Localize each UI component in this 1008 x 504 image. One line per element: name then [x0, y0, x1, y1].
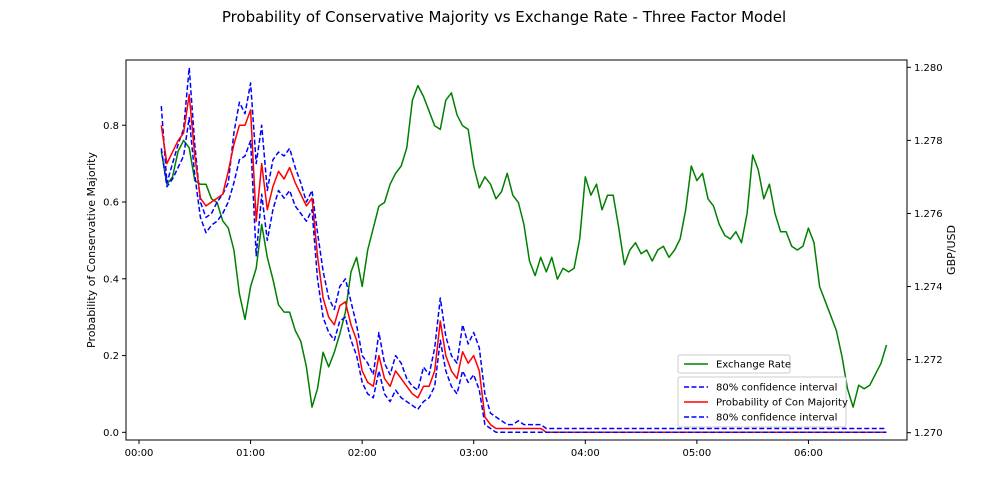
series-line-3: [160, 116, 887, 434]
y-right-tick-label: 1.272: [914, 355, 943, 366]
series-line-0: [160, 84, 888, 408]
y-axis-left-label: Probability of Conservative Majority: [85, 152, 98, 348]
series-layer: [160, 66, 888, 434]
x-tick-label: 04:00: [571, 448, 600, 459]
series-line-1: [160, 66, 887, 430]
x-tick-label: 06:00: [794, 448, 823, 459]
y-right-tick-label: 1.276: [914, 209, 943, 220]
legend-exchange-rate: Exchange Rate: [677, 354, 791, 374]
y-axis-right: 1.270 1.272 1.274 1.276 1.278 1.280: [907, 63, 943, 439]
legend-label: Exchange Rate: [716, 360, 791, 371]
legend-bottom-box: [677, 376, 847, 428]
plot-frame: [125, 59, 908, 441]
legend-label: 80% confidence interval: [716, 413, 837, 424]
y-left-tick-label: 0.8: [103, 121, 119, 132]
y-left-tick-label: 0.6: [103, 198, 119, 209]
y-right-tick-label: 1.280: [914, 63, 943, 74]
chart-title: Probability of Conservative Majority vs …: [222, 8, 786, 26]
y-right-tick-label: 1.274: [914, 282, 943, 293]
y-right-tick-label: 1.278: [914, 136, 943, 147]
y-left-tick-label: 0.0: [103, 428, 119, 439]
x-tick-label: 02:00: [348, 448, 377, 459]
y-left-tick-label: 0.2: [103, 351, 119, 362]
x-axis: 00:00 01:00 02:00 03:00 04:00 05:00 06:00: [125, 440, 823, 459]
legend-top-box: [677, 354, 791, 374]
x-tick-label: 03:00: [459, 448, 488, 459]
legend-probability: 80% confidence interval Probability of Co…: [677, 376, 848, 428]
x-tick-label: 00:00: [125, 448, 154, 459]
y-axis-left: 0.0 0.2 0.4 0.6 0.8: [103, 121, 126, 439]
legend-label: Probability of Con Majority: [716, 398, 848, 409]
y-right-tick-label: 1.270: [914, 428, 943, 439]
x-tick-label: 05:00: [682, 448, 711, 459]
legend-label: 80% confidence interval: [716, 383, 837, 394]
x-tick-label: 01:00: [236, 448, 265, 459]
y-left-tick-label: 0.4: [103, 274, 119, 285]
y-axis-right-label: GBP/USD: [945, 225, 958, 275]
